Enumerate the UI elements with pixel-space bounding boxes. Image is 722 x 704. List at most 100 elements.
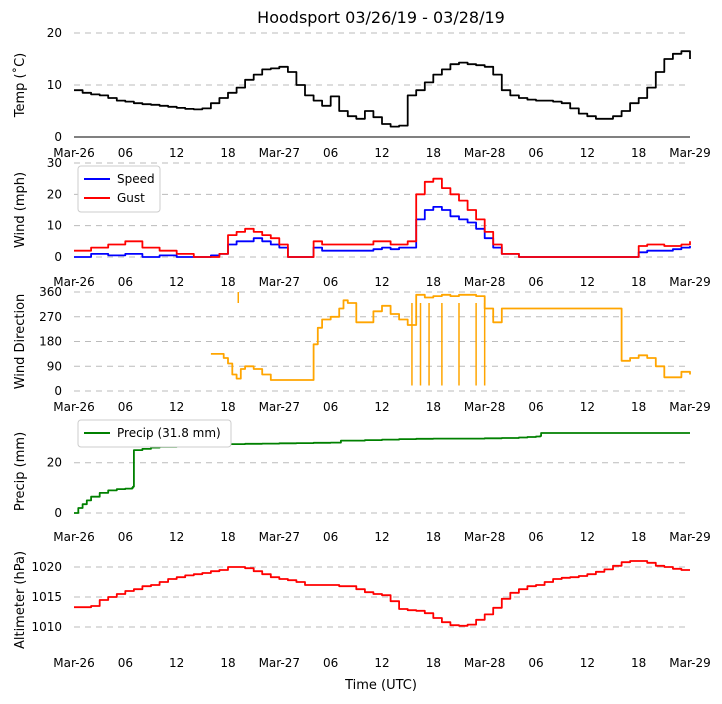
altimeter-series-altimeter bbox=[74, 560, 690, 627]
wind-legend-label: Gust bbox=[117, 191, 145, 205]
temp-x-tick-label: Mar-29 bbox=[669, 146, 710, 160]
altimeter-x-tick-label: 12 bbox=[580, 656, 595, 670]
wind-x-tick-label: 18 bbox=[631, 275, 646, 289]
temp-series-temp bbox=[74, 50, 691, 128]
wind-x-tick-label: 06 bbox=[528, 275, 543, 289]
direction-x-tick-label: 06 bbox=[118, 400, 133, 414]
altimeter-y-tick-label: 1020 bbox=[31, 560, 62, 574]
altimeter-x-tick-label: Mar-27 bbox=[259, 656, 300, 670]
temp-x-tick-label: 12 bbox=[580, 146, 595, 160]
altimeter-x-tick-label: 18 bbox=[220, 656, 235, 670]
precip-x-tick-label: 12 bbox=[374, 530, 389, 544]
direction-x-tick-label: 06 bbox=[528, 400, 543, 414]
wind-x-tick-label: Mar-29 bbox=[669, 275, 710, 289]
altimeter-y-tick-label: 1015 bbox=[31, 590, 62, 604]
wind-x-tick-label: 06 bbox=[323, 275, 338, 289]
precip-x-tick-label: Mar-26 bbox=[53, 530, 94, 544]
temp-x-tick-label: 06 bbox=[528, 146, 543, 160]
precip-x-tick-label: 12 bbox=[169, 530, 184, 544]
precip-x-tick-label: Mar-29 bbox=[669, 530, 710, 544]
altimeter-x-tick-label: 18 bbox=[426, 656, 441, 670]
altimeter-x-tick-label: Mar-29 bbox=[669, 656, 710, 670]
altimeter-y-axis-label: Altimeter (hPa) bbox=[13, 551, 28, 649]
altimeter-x-tick-label: 12 bbox=[169, 656, 184, 670]
direction-y-tick-label: 270 bbox=[39, 310, 62, 324]
precip-series-precip-31-8-mm- bbox=[74, 432, 690, 514]
precip-x-tick-label: 06 bbox=[528, 530, 543, 544]
altimeter-x-tick-label: 06 bbox=[118, 656, 133, 670]
direction-x-tick-label: 18 bbox=[426, 400, 441, 414]
wind-x-tick-label: 06 bbox=[118, 275, 133, 289]
temp-x-tick-label: 06 bbox=[323, 146, 338, 160]
temp-x-tick-label: 18 bbox=[220, 146, 235, 160]
temp-x-tick-label: 06 bbox=[118, 146, 133, 160]
precip-x-tick-label: Mar-28 bbox=[464, 530, 505, 544]
temp-y-axis-label: Temp (˚C) bbox=[12, 53, 28, 119]
direction-x-tick-label: 18 bbox=[220, 400, 235, 414]
wind-x-tick-label: 18 bbox=[426, 275, 441, 289]
wind-legend-label: Speed bbox=[117, 172, 155, 186]
wind-y-tick-label: 30 bbox=[47, 156, 62, 170]
altimeter-x-tick-label: 06 bbox=[528, 656, 543, 670]
x-axis-label: Time (UTC) bbox=[344, 678, 417, 693]
direction-x-tick-label: Mar-29 bbox=[669, 400, 710, 414]
direction-y-axis-label: Wind Direction bbox=[13, 294, 28, 390]
precip-x-tick-label: 18 bbox=[220, 530, 235, 544]
temp-x-tick-label: Mar-28 bbox=[464, 146, 505, 160]
precip-legend-box bbox=[77, 419, 232, 448]
direction-x-tick-label: 18 bbox=[631, 400, 646, 414]
direction-y-tick-label: 0 bbox=[54, 384, 62, 398]
altimeter-x-tick-label: 12 bbox=[374, 656, 389, 670]
temp-y-tick-label: 0 bbox=[54, 130, 62, 144]
precip-x-tick-label: Mar-27 bbox=[259, 530, 300, 544]
wind-x-tick-label: Mar-26 bbox=[53, 275, 94, 289]
precip-y-tick-label: 0 bbox=[54, 506, 62, 520]
direction-x-tick-label: Mar-28 bbox=[464, 400, 505, 414]
temp-x-tick-label: 12 bbox=[374, 146, 389, 160]
wind-y-tick-label: 10 bbox=[47, 219, 62, 233]
temp-y-tick-label: 10 bbox=[47, 78, 62, 92]
wind-x-tick-label: Mar-28 bbox=[464, 275, 505, 289]
wind-y-tick-label: 0 bbox=[54, 250, 62, 264]
precip-x-tick-label: 18 bbox=[426, 530, 441, 544]
altimeter-x-tick-label: 18 bbox=[631, 656, 646, 670]
wind-y-tick-label: 20 bbox=[47, 187, 62, 201]
precip-x-tick-label: 06 bbox=[118, 530, 133, 544]
precip-x-tick-label: 12 bbox=[580, 530, 595, 544]
temp-x-tick-label: Mar-26 bbox=[53, 146, 94, 160]
altimeter-x-tick-label: 06 bbox=[323, 656, 338, 670]
direction-x-tick-label: 12 bbox=[580, 400, 595, 414]
altimeter-y-tick-label: 1010 bbox=[31, 620, 62, 634]
wind-x-tick-label: 18 bbox=[220, 275, 235, 289]
wind-series-speed bbox=[74, 206, 691, 258]
direction-series-direction bbox=[210, 293, 691, 381]
direction-x-tick-label: 06 bbox=[323, 400, 338, 414]
direction-y-tick-label: 180 bbox=[39, 335, 62, 349]
wind-x-tick-label: 12 bbox=[374, 275, 389, 289]
temp-x-tick-label: 12 bbox=[169, 146, 184, 160]
direction-y-tick-label: 90 bbox=[47, 359, 62, 373]
wind-x-tick-label: 12 bbox=[580, 275, 595, 289]
precip-y-tick-label: 20 bbox=[47, 456, 62, 470]
precip-legend-label: Precip (31.8 mm) bbox=[117, 426, 221, 440]
temp-x-tick-label: 18 bbox=[426, 146, 441, 160]
direction-x-tick-label: 12 bbox=[374, 400, 389, 414]
altimeter-x-tick-label: Mar-26 bbox=[53, 656, 94, 670]
altimeter-x-tick-label: Mar-28 bbox=[464, 656, 505, 670]
direction-x-tick-label: 12 bbox=[169, 400, 184, 414]
precip-y-axis-label: Precip (mm) bbox=[13, 432, 28, 511]
precip-x-tick-label: 18 bbox=[631, 530, 646, 544]
precip-x-tick-label: 06 bbox=[323, 530, 338, 544]
wind-x-tick-label: 12 bbox=[169, 275, 184, 289]
wind-legend-box bbox=[77, 165, 161, 213]
temp-x-tick-label: Mar-27 bbox=[259, 146, 300, 160]
direction-x-tick-label: Mar-27 bbox=[259, 400, 300, 414]
wind-series-gust bbox=[74, 177, 691, 258]
direction-y-tick-label: 360 bbox=[39, 285, 62, 299]
chart-title: Hoodsport 03/26/19 - 03/28/19 bbox=[257, 8, 505, 27]
wind-x-tick-label: Mar-27 bbox=[259, 275, 300, 289]
temp-x-tick-label: 18 bbox=[631, 146, 646, 160]
direction-x-tick-label: Mar-26 bbox=[53, 400, 94, 414]
